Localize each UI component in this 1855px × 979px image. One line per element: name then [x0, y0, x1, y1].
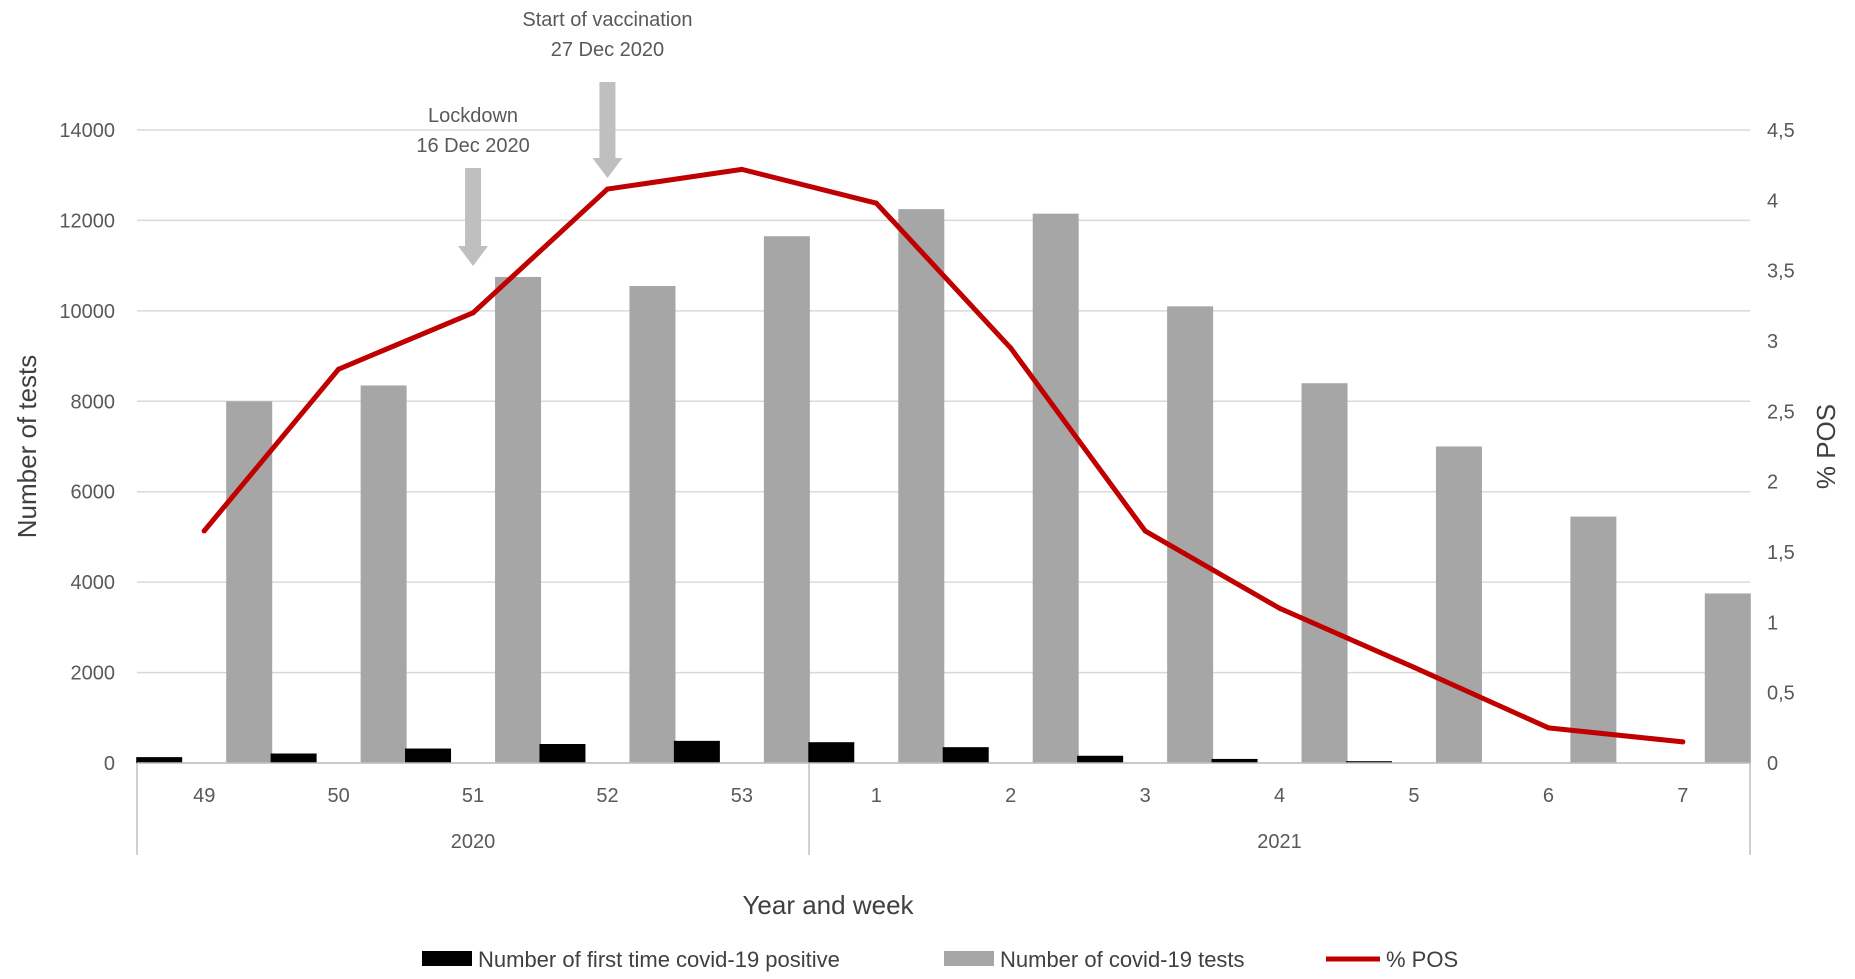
y2-tick-label: 3 — [1767, 331, 1778, 353]
x-tick-label: 49 — [193, 785, 215, 807]
pos-line — [201, 166, 1686, 745]
legend-first-time-positive-label: Number of first time covid-19 positive — [478, 947, 840, 972]
bar-first-time-positive — [405, 748, 452, 763]
pos-point — [1411, 664, 1417, 670]
x-tick-label: 3 — [1140, 785, 1151, 807]
y-tick-label: 8000 — [71, 391, 116, 413]
annotation-title: Lockdown — [428, 105, 518, 127]
pos-point — [873, 200, 879, 206]
y-tick-label: 6000 — [71, 482, 116, 504]
x-tick-label: 52 — [596, 785, 618, 807]
annotation-arrow — [458, 168, 489, 266]
y2-tick-label: 4 — [1767, 190, 1778, 212]
y2-tick-label: 3,5 — [1767, 261, 1795, 283]
legend-pos-label: % POS — [1386, 947, 1458, 972]
x-tick-label: 6 — [1543, 785, 1554, 807]
pos-point — [1277, 605, 1283, 611]
y2-tick-label: 2 — [1767, 472, 1778, 494]
x-tick-label: 53 — [731, 785, 753, 807]
annotation-date: 16 Dec 2020 — [416, 135, 529, 157]
year-group-label: 2021 — [1257, 831, 1302, 853]
y-tick-label: 14000 — [59, 120, 115, 142]
bar-covid-tests — [898, 209, 945, 763]
y-tick-label: 10000 — [59, 301, 115, 323]
pos-point — [336, 366, 342, 372]
bar-first-time-positive — [1345, 761, 1392, 763]
bar-first-time-positive — [136, 757, 183, 763]
y2-tick-label: 1,5 — [1767, 542, 1795, 564]
y-axis-title: Number of tests — [12, 355, 42, 539]
y2-tick-label: 0,5 — [1767, 683, 1795, 705]
bar-first-time-positive — [808, 742, 855, 763]
y2-tick-label: 2,5 — [1767, 401, 1795, 423]
x-tick-label: 50 — [328, 785, 350, 807]
pos-point — [470, 310, 476, 316]
y2-tick-label: 4,5 — [1767, 120, 1795, 142]
x-tick-label: 1 — [871, 785, 882, 807]
annotation-date: 27 Dec 2020 — [551, 39, 664, 61]
pos-point — [604, 186, 610, 192]
pos-point — [201, 528, 207, 534]
y2-axis-title: % POS — [1811, 404, 1841, 489]
pos-point — [1680, 739, 1686, 745]
pos-point — [1142, 528, 1148, 534]
bar-covid-tests — [1435, 446, 1482, 763]
year-group-label: 2020 — [451, 831, 496, 853]
bar-covid-tests — [629, 285, 676, 763]
pos-point — [1545, 725, 1551, 731]
bar-first-time-positive — [942, 747, 989, 763]
x-tick-label: 5 — [1408, 785, 1419, 807]
pos-point — [739, 166, 745, 172]
legend-first-time-positive-swatch — [422, 951, 472, 966]
bar-covid-tests — [360, 385, 407, 763]
legend-covid-tests-swatch — [944, 951, 994, 966]
bar-covid-tests — [495, 276, 542, 763]
x-tick-label: 2 — [1005, 785, 1016, 807]
x-tick-label: 4 — [1274, 785, 1285, 807]
y2-tick-label: 0 — [1767, 753, 1778, 775]
y-tick-label: 4000 — [71, 572, 116, 594]
y-tick-label: 0 — [104, 753, 115, 775]
bar-first-time-positive — [539, 744, 586, 763]
x-axis-title: Year and week — [742, 890, 914, 920]
bar-covid-tests — [1570, 516, 1617, 763]
bar-first-time-positive — [1211, 758, 1258, 763]
bar-covid-tests — [1032, 213, 1079, 763]
bar-covid-tests — [763, 236, 810, 764]
bar-first-time-positive — [673, 740, 720, 763]
bar-covid-tests — [1704, 593, 1751, 763]
bar-first-time-positive — [1077, 755, 1124, 763]
legend-covid-tests-label: Number of covid-19 tests — [1000, 947, 1245, 972]
annotation-title: Start of vaccination — [522, 9, 692, 31]
x-tick-label: 51 — [462, 785, 484, 807]
x-tick-label: 7 — [1677, 785, 1688, 807]
bar-first-time-positive — [270, 753, 317, 763]
y2-tick-label: 1 — [1767, 612, 1778, 634]
annotation-arrow — [592, 82, 623, 178]
pos-point — [1008, 345, 1014, 351]
bar-covid-tests — [1301, 383, 1348, 763]
y-tick-label: 12000 — [59, 210, 115, 232]
bar-covid-tests — [1167, 306, 1214, 763]
y-tick-label: 2000 — [71, 663, 116, 685]
